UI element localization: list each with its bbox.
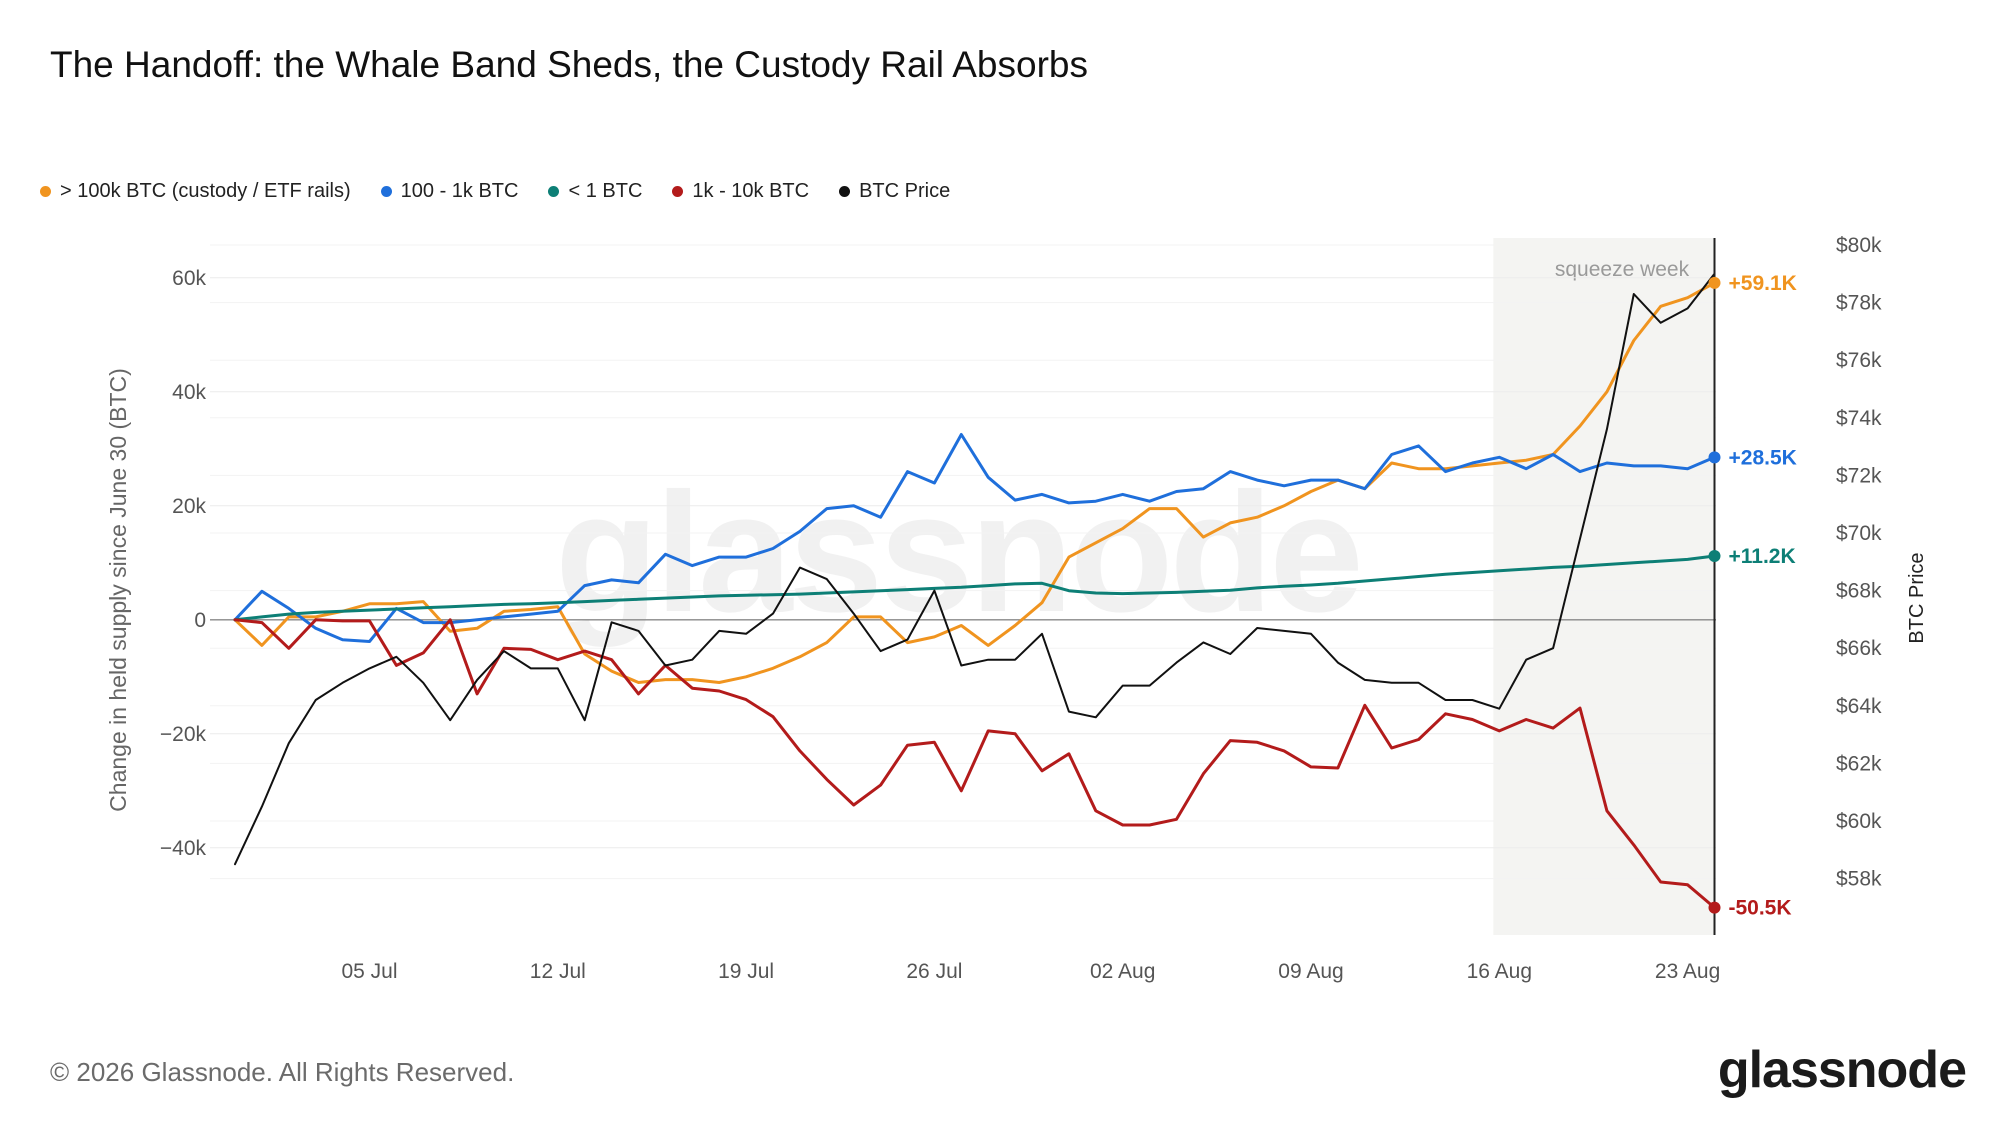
y2-axis-title: BTC Price — [1906, 552, 1928, 643]
series-line-1 — [233, 433, 1716, 643]
y2-tick-label-10: $60k — [1836, 810, 1882, 833]
y2-tick-label-6: $68k — [1836, 580, 1882, 603]
y2-tick-label-5: $70k — [1836, 522, 1882, 545]
end-dot-3 — [1708, 901, 1721, 914]
y-axis-title: Change in held supply since June 30 (BTC… — [105, 368, 131, 812]
end-label-1: +28.5K — [1729, 446, 1797, 469]
legend-label-1k-10k: 1k - 10k BTC — [692, 180, 810, 202]
end-dot-0 — [1708, 276, 1721, 289]
y-tick-label-5: −40k — [160, 837, 207, 860]
legend-label-custody: > 100k BTC (custody / ETF rails) — [60, 180, 351, 202]
series-line-3 — [233, 618, 1716, 910]
x-tick-label-6: 16 Aug — [1467, 960, 1532, 983]
legend: > 100k BTC (custody / ETF rails) 100 - 1… — [40, 180, 950, 203]
end-dot-2 — [1708, 549, 1721, 562]
end-label-3: -50.5K — [1729, 897, 1792, 920]
y2-tick-label-3: $74k — [1836, 407, 1882, 430]
y2-tick-label-9: $62k — [1836, 752, 1882, 775]
brand-logo: glassnode — [1717, 1041, 1967, 1099]
y2-tick-label-7: $66k — [1836, 637, 1882, 660]
legend-item-custody[interactable]: > 100k BTC (custody / ETF rails) — [40, 180, 351, 203]
legend-marker-100-1k — [380, 186, 392, 197]
y2-tick-label-2: $76k — [1836, 349, 1882, 372]
y-tick-label-3: 0 — [194, 609, 206, 632]
x-tick-label-3: 26 Jul — [906, 960, 962, 983]
series-line-4 — [234, 272, 1716, 866]
y2-tick-label-8: $64k — [1836, 695, 1882, 718]
y-tick-label-2: 20k — [172, 495, 206, 518]
end-label-2: +11.2K — [1729, 545, 1796, 568]
x-tick-label-1: 12 Jul — [530, 960, 586, 983]
legend-label-price: BTC Price — [859, 180, 951, 202]
y2-tick-label-11: $58k — [1836, 868, 1882, 891]
y-tick-label-1: 40k — [172, 381, 206, 404]
legend-item-lt1[interactable]: < 1 BTC — [548, 180, 642, 203]
shaded-region — [1493, 238, 1715, 935]
chart-title: The Handoff: the Whale Band Sheds, the C… — [50, 44, 1088, 85]
legend-item-price[interactable]: BTC Price — [839, 180, 950, 203]
legend-marker-price — [839, 186, 851, 197]
y-tick-label-4: −20k — [160, 723, 207, 746]
legend-marker-1k-10k — [672, 186, 684, 197]
x-tick-label-2: 19 Jul — [718, 960, 774, 983]
legend-item-100-1k[interactable]: 100 - 1k BTC — [380, 180, 519, 203]
x-tick-label-5: 09 Aug — [1278, 960, 1343, 983]
y2-tick-label-1: $78k — [1836, 292, 1882, 315]
series-line-2 — [233, 554, 1716, 622]
legend-item-1k-10k[interactable]: 1k - 10k BTC — [672, 180, 809, 203]
y2-tick-label-0: $80k — [1836, 234, 1882, 257]
legend-label-lt1: < 1 BTC — [568, 180, 643, 202]
series-line-0 — [233, 281, 1716, 684]
legend-marker-lt1 — [548, 186, 560, 197]
end-dot-1 — [1708, 451, 1721, 464]
y2-tick-label-4: $72k — [1836, 464, 1882, 487]
legend-marker-custody — [40, 186, 51, 197]
end-label-0: +59.1K — [1729, 272, 1797, 295]
x-tick-label-7: 23 Aug — [1655, 960, 1720, 983]
copyright-footer: © 2026 Glassnode. All Rights Reserved. — [50, 1057, 515, 1087]
shaded-region-label: squeeze week — [1555, 258, 1690, 281]
y-tick-label-0: 60k — [172, 267, 206, 290]
legend-label-100-1k: 100 - 1k BTC — [400, 180, 519, 202]
x-tick-label-4: 02 Aug — [1090, 960, 1155, 983]
x-tick-label-0: 05 Jul — [341, 960, 397, 983]
